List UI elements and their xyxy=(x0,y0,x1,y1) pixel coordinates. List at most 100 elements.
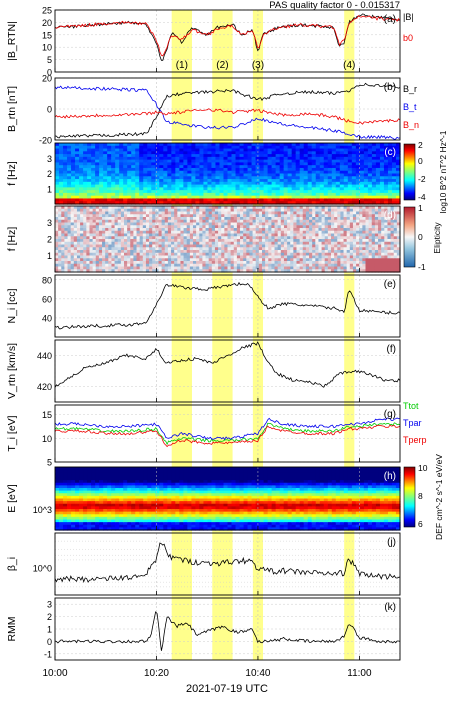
heatmap-c-cell xyxy=(395,165,401,169)
heatmap-d-cell xyxy=(283,247,288,251)
heatmap-d-cell xyxy=(167,239,172,243)
heatmap-d-cell xyxy=(387,236,392,240)
heatmap-d-cell xyxy=(352,252,357,257)
heatmap-d-cell xyxy=(243,219,247,224)
heatmap-d-cell xyxy=(136,233,141,237)
heatmap-d-cell xyxy=(83,244,87,248)
heatmap-d-cell xyxy=(374,239,379,243)
heatmap-c-cell xyxy=(63,181,68,186)
heatmap-c-cell xyxy=(279,148,285,152)
heatmap-c-cell xyxy=(283,145,289,150)
heatmap-d-cell xyxy=(111,258,116,262)
heatmap-c-cell xyxy=(303,179,309,183)
heatmap-c-cell xyxy=(307,187,313,191)
heatmap-d-cell xyxy=(142,225,147,229)
heatmap-c-cell xyxy=(311,162,317,166)
heatmap-d-cell xyxy=(80,208,84,213)
heatmap-d-cell xyxy=(111,252,116,257)
heatmap-c-cell xyxy=(307,165,313,169)
heatmap-d-cell xyxy=(343,211,348,215)
heatmap-c-cell xyxy=(103,165,108,169)
heatmap-d-cell xyxy=(117,269,122,273)
heatmap-d-cell xyxy=(95,241,100,246)
heatmap-c-cell xyxy=(387,195,393,200)
heatmap-d-cell xyxy=(142,233,147,237)
heatmap-c-cell xyxy=(335,181,341,186)
heatmap-c-cell xyxy=(331,179,337,183)
heatmap-d-cell xyxy=(258,214,263,218)
heatmap-d-cell xyxy=(108,258,113,262)
heatmap-d-cell xyxy=(287,217,291,221)
heatmap-h-cell xyxy=(127,511,132,515)
heatmap-d-cell xyxy=(327,228,332,232)
heatmap-c-cell xyxy=(299,187,305,191)
heatmap-d-cell xyxy=(117,258,122,262)
heatmap-d-cell xyxy=(368,230,373,235)
heatmap-d-cell xyxy=(155,244,160,248)
heatmap-h-cell xyxy=(79,522,84,526)
heatmap-d-cell xyxy=(164,261,169,265)
heatmap-h-cell xyxy=(127,527,132,531)
heatmap-d-cell xyxy=(127,250,131,254)
heatmap-c-cell xyxy=(107,173,112,177)
heatmap-d-cell xyxy=(318,247,323,251)
heatmap-d-cell xyxy=(305,222,310,226)
heatmap-c-cell xyxy=(63,201,68,205)
heatmap-d-cell xyxy=(371,266,376,270)
heatmap-d-cell xyxy=(258,261,263,265)
heatmap-d-cell xyxy=(133,222,138,226)
heatmap-h-cell xyxy=(79,498,84,502)
heatmap-c-cell xyxy=(255,192,261,197)
heatmap-d-cell xyxy=(133,252,138,257)
heatmap-d-cell xyxy=(365,252,370,257)
heatmap-c-cell xyxy=(279,173,285,177)
heatmap-h-cell xyxy=(75,527,80,531)
heatmap-h-cell xyxy=(95,480,100,484)
heatmap-c-cell xyxy=(279,176,285,180)
heatmap-c-cell xyxy=(119,148,124,152)
heatmap-h-cell xyxy=(59,511,64,515)
heatmap-c-cell xyxy=(115,159,120,164)
heatmap-d-cell xyxy=(61,250,66,254)
heatmap-d-cell xyxy=(218,241,222,246)
heatmap-d-cell xyxy=(114,219,119,224)
heatmap-c-cell xyxy=(251,156,257,161)
heatmap-c-cell xyxy=(387,148,393,152)
heatmap-d-cell xyxy=(92,255,97,259)
heatmap-d-cell xyxy=(359,247,363,251)
heatmap-d-cell xyxy=(331,241,335,246)
heatmap-c-cell xyxy=(139,145,144,150)
heatmap-h-cell xyxy=(75,480,80,484)
heatmap-d-cell xyxy=(349,228,354,232)
heatmap-c-cell xyxy=(379,148,385,152)
heatmap-d-cell xyxy=(240,266,244,270)
heatmap-d-cell xyxy=(324,244,329,248)
heatmap-d-cell xyxy=(80,219,84,224)
heatmap-d-cell xyxy=(280,269,285,273)
heatmap-c-cell xyxy=(199,192,205,197)
heatmap-c-cell xyxy=(147,179,152,183)
highlight-bands xyxy=(171,10,355,660)
heatmap-d-cell xyxy=(290,241,294,246)
heatmap-d-cell xyxy=(337,239,342,243)
heatmap-d-cell xyxy=(161,230,166,235)
heatmap-c-cell xyxy=(55,173,60,177)
heatmap-c-cell xyxy=(55,190,60,194)
heatmap-d-cell xyxy=(227,263,232,268)
heatmap-d-cell xyxy=(117,252,122,257)
heatmap-c-cell xyxy=(79,143,84,147)
heatmap-c-cell xyxy=(179,156,184,161)
heatmap-h-cell xyxy=(67,474,72,479)
heatmap-d-cell xyxy=(189,252,194,257)
heatmap-d-cell xyxy=(265,233,269,237)
heatmap-d-cell xyxy=(111,222,116,226)
heatmap-c-cell xyxy=(235,170,241,175)
heatmap-d-cell xyxy=(167,230,172,235)
heatmap-c-cell xyxy=(195,145,201,150)
heatmap-c-cell xyxy=(299,190,305,194)
heatmap-d-cell xyxy=(55,244,59,248)
heatmap-d-cell xyxy=(102,225,106,229)
heatmap-c-cell xyxy=(131,167,136,172)
heatmap-c-cell xyxy=(287,176,293,180)
heatmap-c-cell xyxy=(259,156,265,161)
